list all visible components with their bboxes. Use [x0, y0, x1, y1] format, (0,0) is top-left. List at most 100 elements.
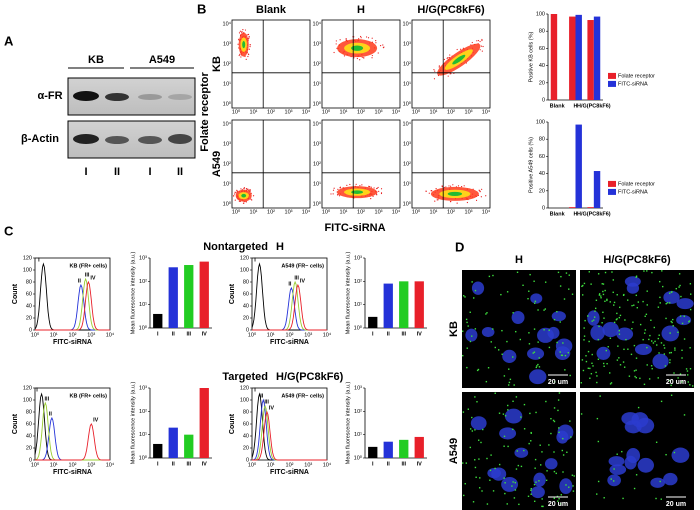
- y-tick-label: 40: [539, 171, 545, 177]
- fluorescence: [537, 309, 539, 311]
- fluorescence: [567, 352, 570, 354]
- fluorescence: [644, 329, 647, 331]
- nucleus: [609, 464, 627, 475]
- nucleus: [626, 282, 640, 294]
- fluorescence: [672, 318, 674, 321]
- y-tick-label: 100: [536, 11, 545, 17]
- fluorescence: [475, 476, 477, 478]
- event: [332, 189, 335, 191]
- fluorescence: [580, 413, 583, 415]
- section-title: H/G(PC8kF6): [276, 371, 344, 383]
- event: [460, 48, 462, 50]
- x-tick-label: Blank: [550, 211, 566, 217]
- cell-cloud: [333, 35, 385, 61]
- event: [460, 186, 463, 188]
- y-tick-label: 40: [243, 303, 249, 309]
- event: [345, 38, 347, 40]
- fluorescence: [654, 340, 656, 343]
- y-tick-label: 10¹: [354, 432, 362, 438]
- x-tick-label: IV: [417, 331, 423, 337]
- tick-label: 10³: [285, 209, 293, 215]
- y-axis-label: Mean fluorescence intensity (a.u.): [130, 252, 136, 335]
- nucleus: [671, 447, 690, 463]
- tick-label: 10⁴: [223, 20, 232, 27]
- fluorescence: [463, 295, 465, 297]
- nucleus: [530, 293, 543, 304]
- y-tick-label: 40: [26, 433, 32, 439]
- fluorescence: [646, 346, 648, 349]
- y-tick-label: 40: [243, 433, 249, 439]
- event: [361, 184, 363, 186]
- y-tick-label: 20: [539, 80, 545, 86]
- cell-cloud: [233, 187, 255, 204]
- event: [382, 44, 384, 46]
- fluorescence: [481, 490, 483, 492]
- event: [445, 186, 447, 188]
- bar: [153, 313, 163, 328]
- fluorescence: [635, 369, 637, 371]
- fluorescence: [560, 275, 562, 278]
- x-tick-label: I: [157, 331, 159, 337]
- fluorescence: [677, 331, 679, 334]
- fluorescence: [683, 338, 686, 340]
- fluorescence: [557, 409, 559, 412]
- density: [447, 191, 463, 197]
- tick-label: 10⁰: [322, 108, 331, 115]
- fluorescence: [681, 357, 683, 359]
- event: [375, 40, 377, 42]
- band: [138, 94, 162, 100]
- fluorescence: [689, 283, 692, 285]
- event: [330, 193, 332, 195]
- fluorescence: [520, 465, 523, 468]
- fluorescence: [508, 368, 510, 370]
- fluorescence: [618, 316, 621, 319]
- fluorescence: [463, 494, 465, 497]
- fluorescence: [511, 485, 513, 487]
- fluorescence: [631, 327, 633, 330]
- x-axis-label: FITC-siRNA: [270, 469, 309, 476]
- fluorescence: [466, 321, 468, 324]
- event: [479, 190, 481, 192]
- fluorescence: [679, 315, 682, 317]
- fluorescence: [528, 290, 530, 292]
- fluorescence: [506, 291, 509, 293]
- fluorescence: [635, 357, 638, 359]
- x-tick-label: 10¹: [50, 462, 58, 468]
- tick-label: 10³: [313, 141, 321, 147]
- fluorescence: [592, 365, 594, 367]
- fluorescence: [487, 367, 490, 369]
- nucleus: [527, 347, 545, 360]
- fluorescence: [653, 326, 655, 329]
- event: [237, 43, 239, 45]
- tick-label: 10⁰: [232, 208, 241, 215]
- fluorescence: [580, 382, 583, 384]
- fluorescence: [562, 471, 564, 473]
- fluorescence: [610, 478, 612, 480]
- fluorescence: [670, 291, 673, 293]
- event: [369, 186, 371, 188]
- fluorescence: [671, 321, 673, 324]
- fluorescence: [464, 296, 466, 298]
- event: [353, 57, 355, 59]
- fluorescence: [560, 354, 563, 356]
- nucleus: [481, 326, 495, 338]
- fluorescence: [508, 381, 511, 384]
- x-tick-label: H/G(PC8kF6): [577, 103, 611, 109]
- y-tick-label: 10¹: [139, 432, 147, 438]
- event: [239, 53, 241, 55]
- fluorescence: [617, 345, 619, 347]
- fluorescence: [591, 353, 593, 356]
- fluorescence: [635, 294, 638, 297]
- fluorescence: [471, 281, 473, 283]
- fluorescence: [606, 362, 608, 365]
- fluorescence: [583, 327, 585, 329]
- event: [372, 195, 374, 197]
- fluorescence: [587, 350, 590, 353]
- fluorescence: [489, 479, 491, 481]
- fluorescence: [504, 492, 506, 495]
- fluorescence: [611, 271, 613, 273]
- fluorescence: [601, 322, 603, 324]
- event: [248, 53, 250, 56]
- nucleus: [504, 408, 523, 424]
- blot-column: KB: [88, 54, 104, 66]
